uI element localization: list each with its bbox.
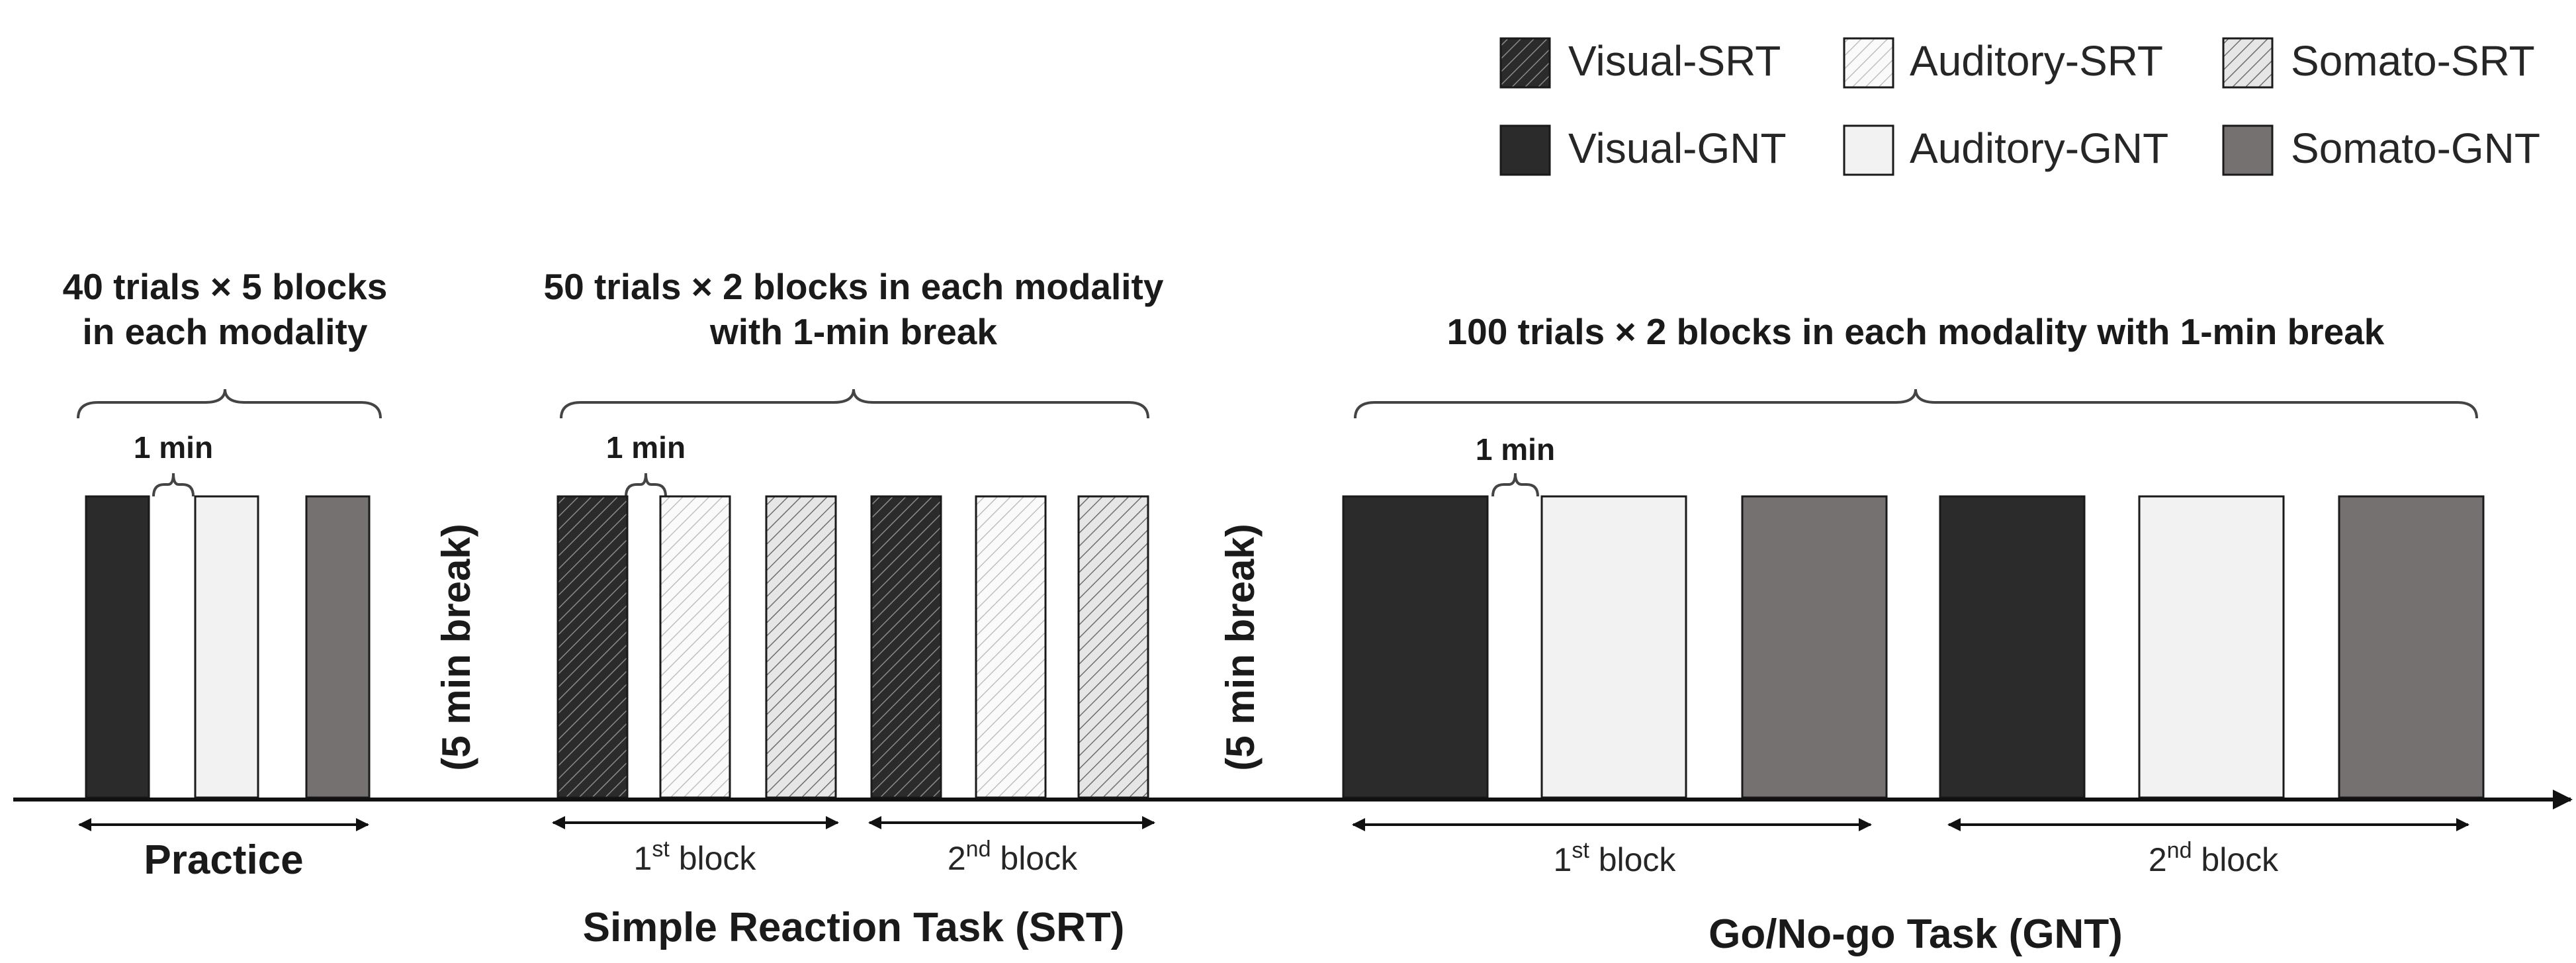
gnt-block1-somato (1741, 495, 1888, 799)
gnt-block2-suffix: nd (2167, 838, 2192, 863)
gnt-block1-label: 1st block (1554, 838, 1677, 878)
srt-block2-number: 2 (948, 840, 966, 877)
srt-block1-auditory (659, 495, 731, 799)
legend-swatch-visual-gnt (1499, 124, 1551, 176)
srt-block2-auditory (975, 495, 1047, 799)
srt-block1-somato (765, 495, 837, 799)
srt-section: 50 trials × 2 blocks in each modality wi… (544, 266, 1164, 950)
srt-block1-label: 1st block (634, 837, 757, 877)
break-label-1: (5 min break) (434, 524, 478, 770)
legend-label-auditory-gnt: Auditory-GNT (1910, 124, 2168, 172)
break-label-2: (5 min break) (1218, 524, 1263, 770)
srt-task-label: Simple Reaction Task (SRT) (583, 905, 1125, 950)
gnt-block2-word: block (2192, 841, 2280, 878)
legend-swatch-somato-srt (2222, 37, 2274, 89)
gnt-task-label: Go/No-go Task (GNT) (1709, 911, 2123, 957)
srt-block2-word: block (991, 840, 1079, 877)
srt-block2-somato (1077, 495, 1149, 799)
gnt-block1-auditory (1540, 495, 1687, 799)
srt-block1-suffix: st (652, 837, 670, 862)
practice-brace (77, 389, 382, 419)
practice-title-line2: in each modality (83, 311, 368, 352)
gnt-brace (1354, 389, 2478, 419)
srt-block1-visual (556, 495, 629, 799)
gnt-title: 100 trials × 2 blocks in each modality w… (1447, 311, 2385, 352)
gnt-block1-word: block (1589, 841, 1677, 878)
srt-block2-suffix: nd (966, 837, 991, 862)
gnt-block2-label: 2nd block (2149, 838, 2279, 878)
gnt-block2-visual (1939, 495, 2086, 799)
legend-label-visual-gnt: Visual-GNT (1568, 124, 1787, 172)
gnt-section: 100 trials × 2 blocks in each modality w… (1342, 311, 2485, 957)
srt-block1-number: 1 (634, 840, 652, 877)
gnt-block1-suffix: st (1572, 838, 1589, 863)
gnt-gap-label: 1 min (1476, 432, 1555, 467)
practice-block-auditory (194, 495, 259, 799)
practice-gap-brace (152, 473, 195, 497)
legend-label-auditory-srt: Auditory-SRT (1910, 37, 2163, 85)
gnt-block1-number: 1 (1554, 841, 1572, 878)
srt-block2-visual (870, 495, 942, 799)
legend-label-somato-gnt: Somato-GNT (2291, 124, 2540, 172)
srt-brace (560, 389, 1149, 419)
gnt-block2-auditory (2138, 495, 2285, 799)
legend-swatch-auditory-gnt (1843, 124, 1894, 176)
practice-gap-label: 1 min (134, 430, 213, 465)
srt-title-line2: with 1-min break (709, 311, 997, 352)
legend-swatch-somato-gnt (2222, 124, 2274, 176)
practice-section: 40 trials × 5 blocks in each modality 1 … (63, 266, 388, 883)
legend-swatch-auditory-srt (1843, 37, 1894, 89)
legend-label-somato-srt: Somato-SRT (2291, 37, 2535, 85)
legend-label-visual-srt: Visual-SRT (1568, 37, 1781, 85)
srt-block2-label: 2nd block (948, 837, 1078, 877)
legend-swatch-visual-srt (1499, 37, 1551, 89)
practice-block-visual (85, 495, 150, 799)
gnt-block2-number: 2 (2149, 841, 2167, 878)
srt-block1-word: block (670, 840, 757, 877)
practice-span-label: Practice (144, 837, 303, 883)
srt-gap-brace (625, 473, 667, 497)
srt-title-line1: 50 trials × 2 blocks in each modality (544, 266, 1164, 307)
practice-title-line1: 40 trials × 5 blocks (63, 266, 388, 307)
gnt-block2-somato (2338, 495, 2485, 799)
gnt-block1-visual (1342, 495, 1489, 799)
srt-gap-label: 1 min (606, 430, 686, 465)
legend: Visual-SRT Auditory-SRT Somato-SRT Visua… (1499, 37, 2540, 176)
gnt-gap-brace (1491, 473, 1539, 497)
practice-block-somato (305, 495, 371, 799)
